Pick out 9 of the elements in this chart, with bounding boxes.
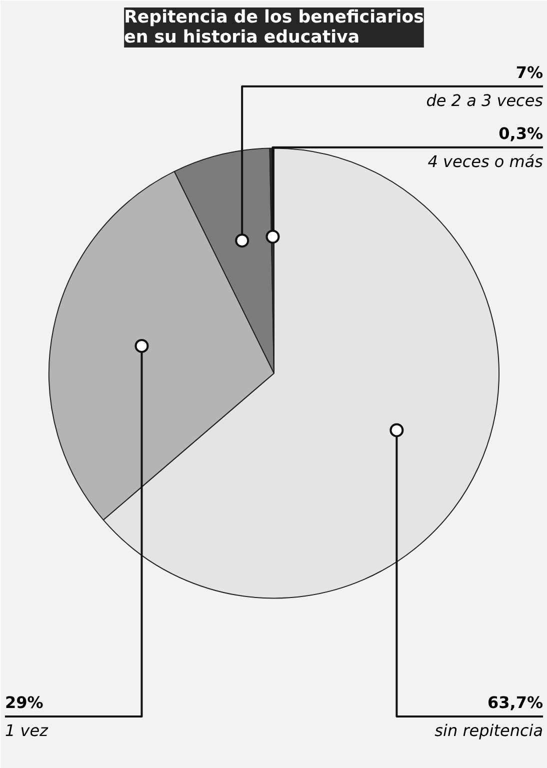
data-label: 7%	[516, 62, 544, 82]
data-label: 63,7%	[488, 693, 544, 712]
data-label: 29%	[4, 693, 44, 712]
slice-label: de 2 a 3 veces	[426, 90, 544, 110]
slice-label: 1 vez	[4, 721, 49, 740]
slice-label: sin repitencia	[434, 721, 544, 740]
data-label: 0,3%	[498, 124, 544, 143]
chart-title: Repitencia de los beneficiarios en su historia educativa	[124, 8, 424, 48]
slice-label: 4 veces o más	[428, 152, 544, 171]
